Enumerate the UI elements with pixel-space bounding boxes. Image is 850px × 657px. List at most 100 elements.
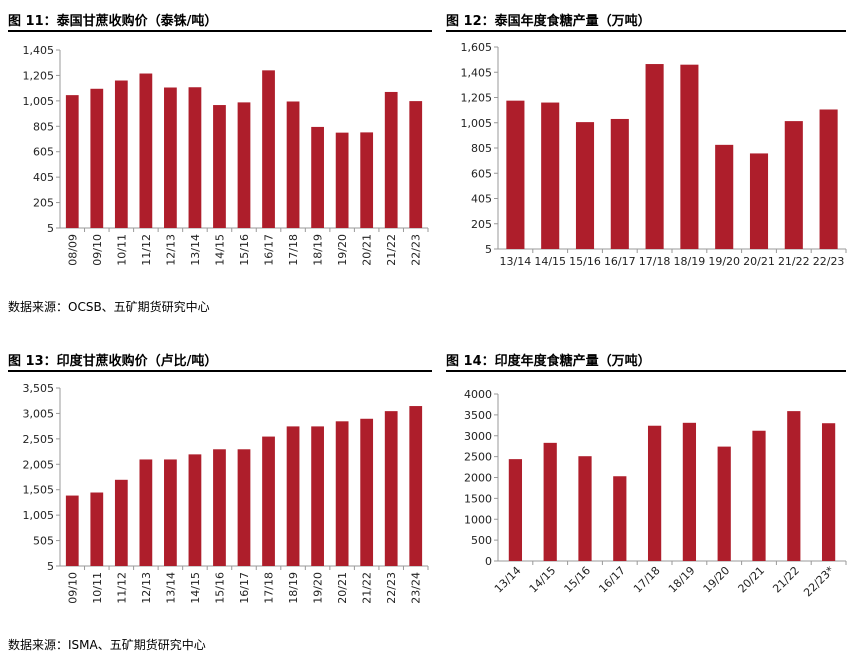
bar: [610, 118, 629, 250]
y-tick-label: 605: [33, 146, 54, 159]
bar: [335, 132, 349, 228]
x-tick-label: 22/23: [813, 255, 845, 268]
y-tick-label: 1,405: [23, 44, 55, 57]
x-tick-label: 15/16: [569, 255, 601, 268]
bar: [575, 122, 595, 249]
bar: [541, 102, 560, 249]
x-tick-label: 20/21: [743, 255, 775, 268]
y-tick-label: 3,005: [23, 407, 55, 420]
bar: [360, 418, 374, 566]
bar: [682, 422, 697, 561]
bar: [543, 442, 557, 561]
x-tick-label: 09/10: [66, 572, 79, 604]
india-sugar-output-chart: 0 500 1000 1500 2000 2500 3000 3500 4000 13/14 14/…: [464, 388, 847, 599]
y-tick-label: 2500: [464, 451, 492, 464]
y-tick-label: 605: [471, 167, 492, 180]
fig11-title: 图 11：泰国甘蔗收购价（泰铢/吨）: [8, 14, 218, 29]
x-tick-label: 17/18: [287, 234, 300, 266]
india-cane-price-chart: 5 505 1,005 1,505 2,005 2,505 3,005 3,505 09/10 1…: [23, 382, 429, 604]
bar: [311, 426, 324, 566]
x-tick-label: 16/17: [238, 572, 251, 604]
x-tick-label: 19/20: [708, 255, 740, 268]
x-tick-label: 12/13: [164, 234, 177, 266]
x-tick-label: 16/17: [596, 564, 628, 596]
x-tick-label: 21/22: [770, 564, 802, 596]
x-tick-label: 21/22: [778, 255, 810, 268]
bar: [286, 101, 300, 228]
bar: [164, 87, 177, 228]
bar: [508, 459, 523, 561]
x-tick-label: 12/13: [140, 572, 153, 604]
bar: [409, 406, 423, 566]
y-tick-label: 1000: [464, 513, 492, 526]
y-tick-label: 1,205: [461, 92, 493, 105]
fig11-title-rule: [8, 30, 432, 32]
y-tick-label: 805: [471, 142, 492, 155]
y-tick-label: 1500: [464, 492, 492, 505]
fig13-title-rule: [8, 370, 432, 372]
y-tick-label: 1,505: [23, 484, 55, 497]
source-note-bottom: 数据来源：ISMA、五矿期货研究中心: [8, 638, 206, 652]
x-tick-label: 18/19: [312, 234, 325, 266]
bar: [384, 91, 398, 228]
bar: [65, 495, 79, 566]
y-tick-label: 5: [47, 560, 54, 573]
bar: [613, 476, 627, 561]
bar: [360, 132, 374, 228]
bar: [237, 449, 251, 566]
x-tick-label: 15/16: [562, 564, 594, 596]
bar: [164, 459, 177, 566]
x-tick-label: 22/23: [385, 572, 398, 604]
bar: [213, 449, 226, 566]
y-tick-label: 3500: [464, 409, 492, 422]
bar: [114, 479, 128, 566]
x-tick-label: 10/11: [115, 234, 128, 266]
x-tick-label: 15/16: [213, 572, 226, 604]
bar: [262, 436, 275, 566]
bar: [645, 64, 664, 249]
y-tick-label: 3,505: [23, 382, 55, 395]
x-tick-label: 13/14: [500, 255, 532, 268]
bar: [578, 456, 592, 561]
y-tick-label: 1,005: [461, 117, 493, 130]
fig14-title: 图 14：印度年度食糖产量（万吨）: [446, 354, 651, 369]
bar: [114, 80, 128, 228]
bar: [237, 102, 251, 228]
x-tick-label: 16/17: [604, 255, 636, 268]
y-tick-label: 1,405: [461, 66, 493, 79]
bar: [506, 100, 525, 249]
bar: [311, 126, 324, 228]
x-tick-label: 22/23: [410, 234, 423, 266]
bar: [335, 421, 349, 566]
x-tick-label: 19/20: [701, 564, 733, 596]
fig14-title-rule: [446, 370, 846, 372]
thailand-sugar-output-chart: 5 205 405 605 805 1,005 1,205 1,405 1,605 13/14 14…: [461, 41, 847, 268]
y-tick-label: 405: [33, 171, 54, 184]
y-tick-label: 500: [471, 534, 492, 547]
y-tick-label: 1,205: [23, 69, 55, 82]
bar: [752, 430, 766, 561]
x-tick-label: 14/15: [189, 572, 202, 604]
y-tick-label: 5: [485, 243, 492, 256]
bar: [715, 144, 734, 249]
x-tick-label: 20/21: [736, 564, 768, 596]
bar: [680, 64, 699, 249]
bar: [784, 121, 803, 249]
x-tick-label: 17/18: [639, 255, 671, 268]
bar: [286, 426, 300, 566]
bar: [90, 88, 104, 229]
bar: [188, 87, 202, 228]
bar: [139, 73, 153, 228]
x-tick-label: 14/15: [213, 234, 226, 266]
x-tick-label: 14/15: [534, 255, 566, 268]
bar: [647, 425, 662, 561]
x-tick-label: 11/12: [140, 234, 153, 266]
y-tick-label: 1,005: [23, 95, 55, 108]
x-tick-label: 13/14: [189, 234, 202, 266]
bar: [821, 423, 836, 561]
x-tick-label: 18/19: [287, 572, 300, 604]
x-tick-label: 09/10: [91, 234, 104, 266]
x-tick-label: 15/16: [238, 234, 251, 266]
x-tick-label: 18/19: [666, 564, 698, 596]
x-tick-label: 08/09: [66, 234, 79, 266]
